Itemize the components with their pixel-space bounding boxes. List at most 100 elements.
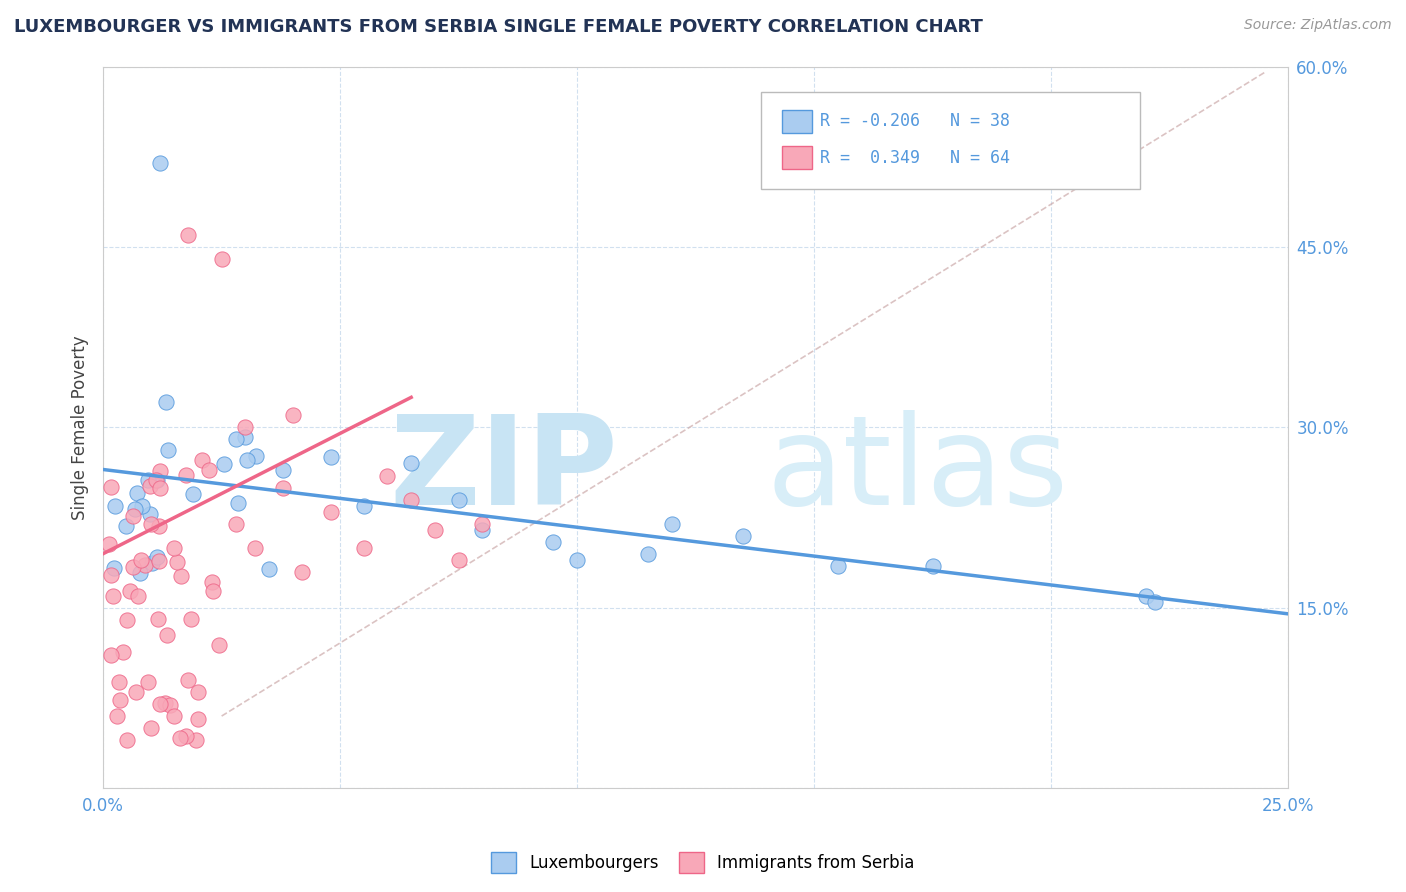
- Y-axis label: Single Female Poverty: Single Female Poverty: [72, 335, 89, 520]
- Point: [149, 156, 172, 170]
- FancyBboxPatch shape: [761, 92, 1140, 189]
- Point: [153, 696, 176, 710]
- Point: [177, 227, 200, 242]
- Point: [565, 552, 588, 566]
- Point: [827, 558, 849, 573]
- Point: [98, 537, 121, 551]
- Point: [131, 499, 153, 513]
- Point: [129, 566, 152, 580]
- Point: [543, 534, 565, 549]
- Point: [208, 638, 231, 652]
- Point: [353, 541, 375, 555]
- Point: [148, 518, 170, 533]
- Point: [166, 556, 188, 570]
- Point: [105, 709, 128, 723]
- Point: [146, 473, 169, 487]
- Point: [115, 519, 138, 533]
- Point: [148, 612, 170, 626]
- Point: [921, 558, 943, 573]
- Point: [233, 430, 256, 444]
- Point: [225, 516, 247, 531]
- Point: [108, 675, 131, 690]
- Point: [181, 487, 204, 501]
- Point: [163, 709, 186, 723]
- Point: [184, 732, 207, 747]
- Text: Source: ZipAtlas.com: Source: ZipAtlas.com: [1244, 18, 1392, 32]
- Point: [163, 541, 186, 555]
- Point: [399, 492, 422, 507]
- Point: [637, 547, 659, 561]
- Point: [115, 733, 138, 747]
- Point: [174, 467, 197, 482]
- Legend: Luxembourgers, Immigrants from Serbia: Luxembourgers, Immigrants from Serbia: [485, 846, 921, 880]
- Point: [201, 583, 224, 598]
- Point: [377, 468, 399, 483]
- Point: [271, 462, 294, 476]
- Point: [174, 729, 197, 743]
- Point: [281, 409, 304, 423]
- Text: LUXEMBOURGER VS IMMIGRANTS FROM SERBIA SINGLE FEMALE POVERTY CORRELATION CHART: LUXEMBOURGER VS IMMIGRANTS FROM SERBIA S…: [14, 18, 983, 36]
- Text: atlas: atlas: [766, 410, 1069, 532]
- Point: [120, 584, 142, 599]
- Point: [319, 450, 342, 465]
- Point: [149, 464, 172, 478]
- Point: [124, 501, 146, 516]
- Point: [201, 575, 224, 590]
- Point: [100, 648, 122, 662]
- Point: [212, 457, 235, 471]
- Point: [136, 473, 159, 487]
- Point: [100, 480, 122, 494]
- Point: [100, 567, 122, 582]
- Point: [139, 721, 162, 735]
- Point: [155, 395, 177, 409]
- FancyBboxPatch shape: [782, 110, 811, 133]
- Point: [169, 569, 191, 583]
- Point: [1135, 589, 1157, 603]
- Point: [134, 558, 156, 572]
- Point: [139, 479, 162, 493]
- Point: [319, 505, 342, 519]
- Point: [149, 481, 172, 495]
- Point: [243, 541, 266, 555]
- Point: [233, 420, 256, 434]
- Point: [731, 529, 754, 543]
- Point: [108, 693, 131, 707]
- Point: [447, 552, 470, 566]
- Point: [104, 499, 127, 513]
- Point: [187, 713, 209, 727]
- Point: [156, 628, 179, 642]
- Text: R =  0.349   N = 64: R = 0.349 N = 64: [820, 149, 1010, 167]
- Point: [1144, 595, 1167, 609]
- Point: [159, 698, 181, 712]
- Point: [661, 516, 683, 531]
- Point: [447, 492, 470, 507]
- Point: [127, 589, 149, 603]
- Point: [169, 731, 191, 745]
- Point: [139, 516, 162, 531]
- Point: [111, 645, 134, 659]
- Point: [145, 474, 167, 488]
- Point: [353, 499, 375, 513]
- Point: [148, 554, 170, 568]
- Point: [471, 516, 494, 531]
- Point: [236, 453, 259, 467]
- Point: [103, 561, 125, 575]
- Point: [187, 685, 209, 699]
- Point: [471, 523, 494, 537]
- Point: [245, 449, 267, 463]
- Point: [101, 589, 124, 603]
- Text: ZIP: ZIP: [389, 410, 619, 532]
- Point: [129, 552, 152, 566]
- Point: [257, 562, 280, 576]
- Point: [399, 457, 422, 471]
- Point: [291, 565, 314, 579]
- Point: [136, 675, 159, 690]
- FancyBboxPatch shape: [782, 146, 811, 169]
- Text: R = -0.206   N = 38: R = -0.206 N = 38: [820, 112, 1010, 130]
- Point: [146, 549, 169, 564]
- Point: [141, 556, 163, 570]
- Point: [225, 433, 247, 447]
- Point: [122, 560, 145, 574]
- Point: [156, 442, 179, 457]
- Point: [423, 523, 446, 537]
